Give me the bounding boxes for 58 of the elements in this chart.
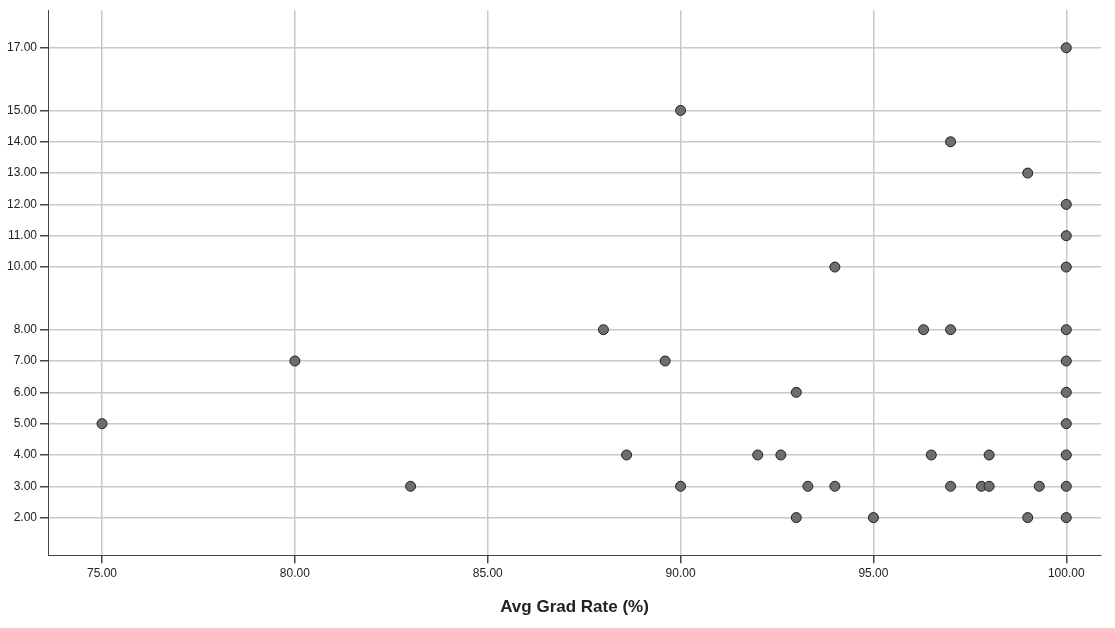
x-tick-label: 100.00 (1047, 565, 1085, 580)
y-tick-label: 14.00 (7, 134, 38, 149)
y-tick-label: 8.00 (13, 322, 38, 336)
point (1060, 355, 1072, 367)
y-tick-label: 15.00 (7, 102, 38, 117)
point (597, 324, 609, 336)
point (621, 449, 633, 461)
point (752, 449, 764, 461)
x-tick-label: 85.00 (472, 565, 504, 580)
point (675, 104, 687, 116)
point (1060, 418, 1072, 430)
point (1060, 42, 1072, 54)
x-tick-label: 75.00 (87, 565, 118, 580)
y-tick-label: 12.00 (7, 196, 38, 211)
y-tick-label: 5.00 (13, 415, 38, 430)
y-tick-label: 10.00 (7, 259, 38, 274)
point (775, 449, 787, 461)
point (1060, 230, 1072, 242)
y-tick-label: 17.00 (7, 40, 38, 55)
point (802, 480, 814, 492)
point (1022, 512, 1034, 524)
point (1060, 386, 1072, 398)
x-tick-label: 95.00 (858, 565, 889, 580)
point (925, 449, 937, 461)
y-tick-label: 6.00 (13, 384, 38, 399)
y-tick-label: 13.00 (7, 165, 38, 180)
point (867, 512, 879, 524)
point (829, 261, 841, 273)
point (1060, 198, 1072, 210)
point (1060, 324, 1072, 336)
point (790, 512, 802, 524)
point (1033, 480, 1045, 492)
point (1060, 512, 1072, 524)
point (659, 355, 671, 367)
x-tick-label: 80.00 (279, 565, 311, 580)
point (96, 418, 108, 430)
point (1060, 449, 1072, 461)
y-tick-label: 2.00 (13, 509, 38, 524)
point (983, 449, 995, 461)
point (1022, 167, 1034, 179)
point (945, 136, 957, 148)
point (983, 480, 995, 492)
point (405, 480, 417, 492)
point (1060, 261, 1072, 273)
point (1060, 480, 1072, 492)
point (918, 324, 930, 336)
x-tick-label: 90.00 (665, 565, 696, 580)
point (675, 480, 687, 492)
point (945, 324, 957, 336)
y-tick-label: 3.00 (13, 478, 38, 493)
y-tick-label: 7.00 (13, 353, 38, 368)
point (790, 386, 802, 398)
y-tick-label: 4.00 (13, 447, 38, 462)
point (829, 480, 841, 492)
y-tick-label: 11.00 (7, 228, 38, 243)
point (945, 480, 957, 492)
point (289, 355, 301, 367)
x-axis-title: Avg Grad Rate (%) (500, 597, 649, 617)
